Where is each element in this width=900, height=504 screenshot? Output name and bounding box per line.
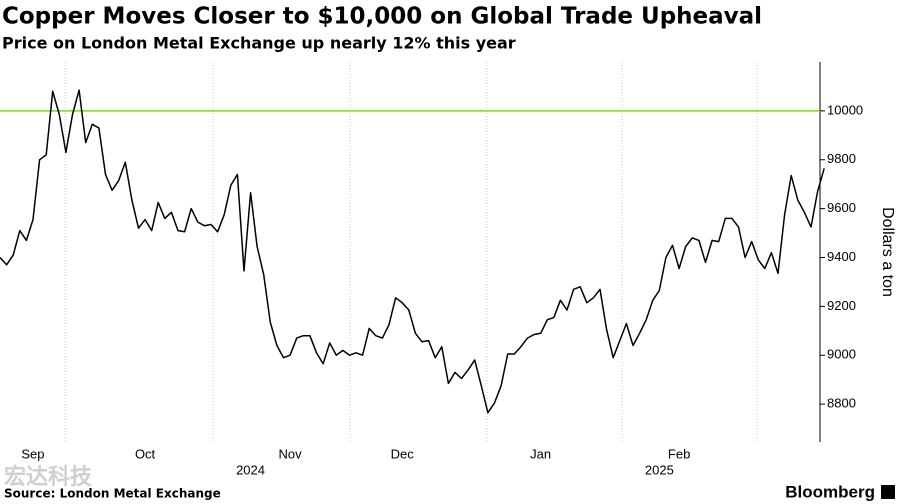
brand-icon [881,485,895,499]
chart-subtitle: Price on London Metal Exchange up nearly… [2,34,516,53]
chart-title: Copper Moves Closer to $10,000 on Global… [2,4,762,30]
x-tick-label: Nov [279,446,303,461]
y-tick-label: 9000 [827,347,856,362]
x-year-label: 2025 [645,462,674,477]
brand: Bloomberg [785,482,875,501]
x-tick-label: Sep [21,446,44,461]
x-tick-label: Jan [530,446,551,461]
y-tick-label: 9800 [827,151,856,166]
source: Source: London Metal Exchange [4,487,221,501]
x-year-label: 2024 [236,462,265,477]
y-tick-label: 9600 [827,200,856,215]
y-tick-label: 10000 [827,102,863,117]
x-tick-label: Oct [135,446,156,461]
x-tick-label: Feb [668,446,690,461]
y-tick-label: 8800 [827,396,856,411]
y-tick-label: 9200 [827,298,856,313]
vertical-grid [64,62,758,442]
watermark: 宏达科技 [4,464,93,490]
x-tick-label: Dec [391,446,415,461]
price-line [0,89,825,414]
y-tick-label: 9400 [827,249,856,264]
y-axis-label: Dollars a ton [879,207,896,297]
